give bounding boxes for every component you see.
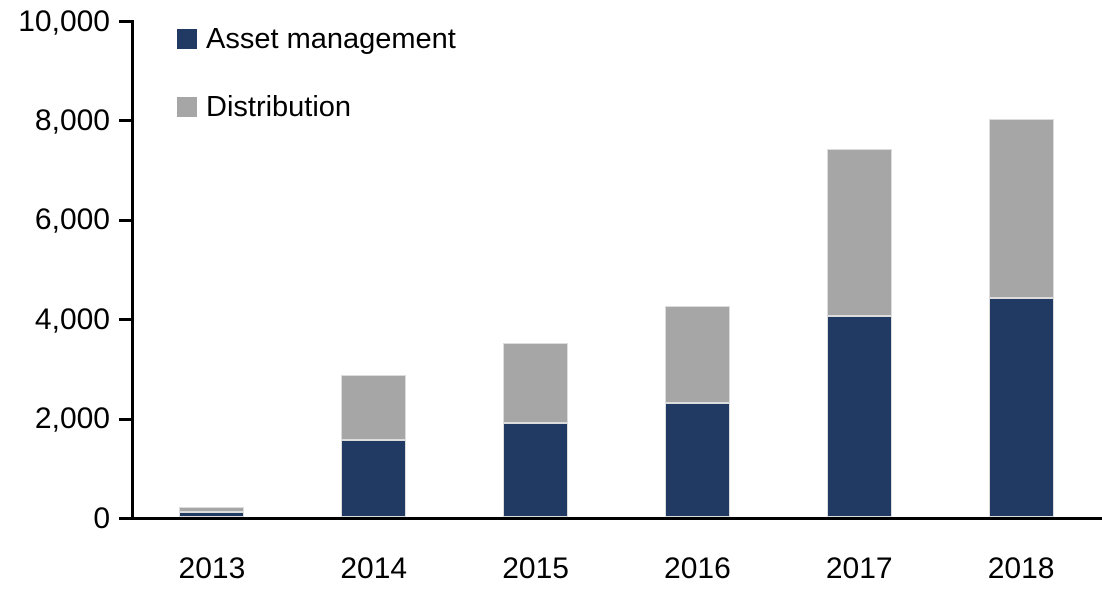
bar-2016 <box>664 305 730 517</box>
bar-2018 <box>988 119 1054 517</box>
bar-segment-distribution-2018 <box>988 119 1054 299</box>
legend: Asset management Distribution <box>177 24 456 160</box>
legend-item-distribution: Distribution <box>177 92 456 122</box>
y-tick <box>119 218 131 222</box>
bar-segment-distribution-2017 <box>826 149 892 316</box>
x-tick-label-2013: 2013 <box>178 552 246 585</box>
y-tick <box>119 20 131 23</box>
y-axis-line <box>131 20 134 520</box>
bar-segment-distribution-2013 <box>179 507 245 513</box>
bar-segment-asset-management-2015 <box>503 422 569 517</box>
y-tick <box>119 318 131 322</box>
y-tick <box>119 517 131 520</box>
y-tick-label: 0 <box>93 501 110 535</box>
x-tick-label-2017: 2017 <box>825 552 893 585</box>
bar-2015 <box>503 343 569 517</box>
bar-segment-distribution-2016 <box>664 305 730 403</box>
x-tick-label-2015: 2015 <box>502 552 569 585</box>
bar-segment-asset-management-2013 <box>179 512 245 517</box>
bar-segment-asset-management-2016 <box>664 402 730 517</box>
bar-2014 <box>341 375 407 517</box>
y-tick-label: 8,000 <box>34 103 110 137</box>
y-tick-label: 10,000 <box>18 4 110 38</box>
x-tick-label-2016: 2016 <box>664 552 731 585</box>
y-tick-label: 2,000 <box>34 402 110 436</box>
x-tick-label-2014: 2014 <box>340 552 408 585</box>
legend-swatch-asset-management-icon <box>177 29 197 49</box>
bar-segment-distribution-2014 <box>341 375 407 440</box>
legend-swatch-distribution-icon <box>177 97 197 117</box>
y-tick <box>119 417 131 421</box>
bar-segment-asset-management-2017 <box>826 315 892 517</box>
y-tick-label: 6,000 <box>34 203 110 237</box>
bar-segment-distribution-2015 <box>503 343 569 423</box>
y-tick <box>119 119 131 123</box>
y-tick-label: 4,000 <box>34 302 110 336</box>
bar-segment-asset-management-2014 <box>341 439 407 517</box>
bar-2013 <box>179 507 245 517</box>
bar-2017 <box>826 149 892 517</box>
legend-label-asset-management: Asset management <box>206 23 456 55</box>
legend-label-distribution: Distribution <box>206 91 352 123</box>
bar-segment-asset-management-2018 <box>988 298 1054 517</box>
legend-item-asset-management: Asset management <box>177 24 456 54</box>
x-axis-line <box>131 517 1102 520</box>
x-tick-label-2018: 2018 <box>987 552 1055 585</box>
